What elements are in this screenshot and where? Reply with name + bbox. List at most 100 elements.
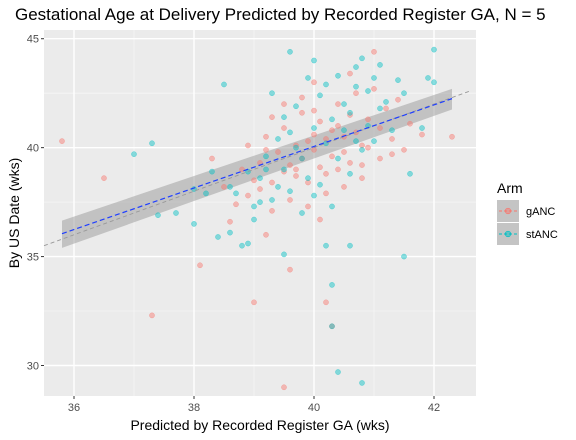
data-point-ganc bbox=[365, 144, 371, 151]
data-point-stanc bbox=[215, 234, 221, 240]
data-point-stanc bbox=[155, 212, 161, 219]
data-point-ganc bbox=[251, 299, 257, 306]
data-point-ganc bbox=[281, 125, 287, 131]
data-point-stanc bbox=[323, 242, 329, 249]
data-point-stanc bbox=[275, 136, 281, 142]
data-point-stanc bbox=[347, 242, 353, 249]
data-point-stanc bbox=[269, 197, 275, 203]
data-point-stanc bbox=[353, 64, 359, 70]
data-point-ganc bbox=[299, 109, 305, 116]
data-point-stanc bbox=[299, 210, 305, 216]
chart-title: Gestational Age at Delivery Predicted by… bbox=[15, 5, 546, 24]
data-point-ganc bbox=[359, 175, 365, 181]
grid-major bbox=[44, 30, 476, 396]
data-point-stanc bbox=[281, 166, 287, 173]
data-point-stanc bbox=[335, 369, 341, 375]
data-point-ganc bbox=[395, 96, 401, 103]
data-point-stanc bbox=[311, 57, 317, 64]
legend-title: Arm bbox=[497, 180, 523, 196]
data-point-stanc bbox=[401, 253, 407, 260]
data-point-ganc bbox=[383, 105, 389, 112]
data-point-stanc bbox=[407, 170, 413, 177]
data-point-ganc bbox=[419, 131, 425, 138]
data-point-stanc bbox=[341, 101, 347, 107]
data-point-stanc bbox=[377, 105, 383, 112]
y-tick-label: 35 bbox=[27, 252, 39, 264]
data-point-stanc bbox=[299, 155, 305, 162]
data-point-stanc bbox=[419, 125, 425, 131]
data-point-ganc bbox=[311, 107, 317, 114]
data-point-stanc bbox=[359, 380, 365, 386]
data-point-ganc bbox=[311, 79, 317, 86]
data-point-stanc bbox=[305, 75, 311, 81]
data-point-stanc bbox=[257, 175, 263, 181]
data-point-stanc bbox=[293, 144, 299, 151]
data-point-ganc bbox=[101, 175, 107, 181]
data-point-stanc bbox=[131, 151, 137, 158]
data-point-ganc bbox=[323, 299, 329, 306]
data-point-ganc bbox=[305, 138, 311, 144]
data-point-ganc bbox=[293, 173, 299, 179]
data-point-ganc bbox=[371, 85, 377, 92]
data-point-stanc bbox=[401, 90, 407, 97]
data-point-stanc bbox=[329, 282, 335, 288]
legend-label-ganc: gANC bbox=[526, 206, 555, 218]
data-point-ganc bbox=[359, 162, 365, 168]
data-point-stanc bbox=[353, 138, 359, 144]
data-point-ganc bbox=[287, 162, 293, 168]
data-point-ganc bbox=[335, 166, 341, 173]
data-point-stanc bbox=[209, 168, 215, 175]
data-point-ganc bbox=[341, 184, 347, 190]
data-point-ganc bbox=[269, 179, 275, 186]
data-point-ganc bbox=[317, 164, 323, 171]
x-axis-ticks: 36 38 40 42 bbox=[68, 396, 440, 414]
data-point-stanc bbox=[323, 81, 329, 88]
x-tick-label: 38 bbox=[188, 402, 200, 414]
data-point-stanc bbox=[359, 146, 365, 153]
data-point-ganc bbox=[323, 190, 329, 197]
data-point-stanc bbox=[359, 55, 365, 62]
data-point-ganc bbox=[287, 197, 293, 203]
data-point-stanc bbox=[293, 103, 299, 110]
data-point-ganc bbox=[59, 138, 65, 144]
data-point-stanc bbox=[317, 181, 323, 188]
data-point-stanc bbox=[275, 184, 281, 190]
legend-key-point bbox=[504, 230, 512, 238]
data-point-ganc bbox=[347, 70, 353, 77]
data-point-stanc bbox=[245, 240, 251, 247]
data-point-ganc bbox=[311, 131, 317, 138]
data-point-ganc bbox=[347, 112, 353, 118]
data-point-stanc bbox=[173, 210, 179, 216]
data-point-stanc bbox=[251, 216, 257, 223]
data-point-stanc bbox=[191, 221, 197, 227]
data-point-stanc bbox=[371, 138, 377, 144]
data-point-stanc bbox=[233, 190, 239, 197]
data-point-ganc bbox=[371, 48, 377, 55]
regression-line bbox=[61, 98, 453, 235]
data-point-ganc bbox=[323, 170, 329, 177]
data-point-stanc bbox=[383, 99, 389, 105]
data-point-ganc bbox=[329, 153, 335, 160]
data-point-ganc bbox=[377, 125, 383, 131]
data-point-stanc bbox=[203, 190, 209, 197]
data-point-stanc bbox=[269, 90, 275, 97]
data-point-stanc bbox=[341, 127, 347, 134]
data-point-stanc bbox=[329, 203, 335, 210]
data-point-stanc bbox=[227, 229, 233, 236]
data-point-stanc bbox=[329, 116, 335, 123]
data-point-ganc bbox=[389, 136, 395, 142]
data-point-stanc bbox=[281, 251, 287, 258]
data-point-ganc bbox=[209, 155, 215, 162]
data-point-stanc bbox=[365, 88, 371, 94]
data-point-stanc bbox=[227, 184, 233, 190]
data-point-ganc bbox=[275, 149, 281, 155]
data-point-ganc bbox=[317, 118, 323, 125]
data-point-ganc bbox=[293, 166, 299, 173]
data-point-ganc bbox=[257, 186, 263, 192]
data-point-ganc bbox=[305, 179, 311, 186]
data-point-ganc bbox=[269, 207, 275, 214]
data-point-ganc bbox=[263, 231, 269, 238]
data-point-ganc bbox=[323, 136, 329, 142]
data-point-ganc bbox=[227, 218, 233, 225]
data-point-ganc bbox=[305, 203, 311, 210]
